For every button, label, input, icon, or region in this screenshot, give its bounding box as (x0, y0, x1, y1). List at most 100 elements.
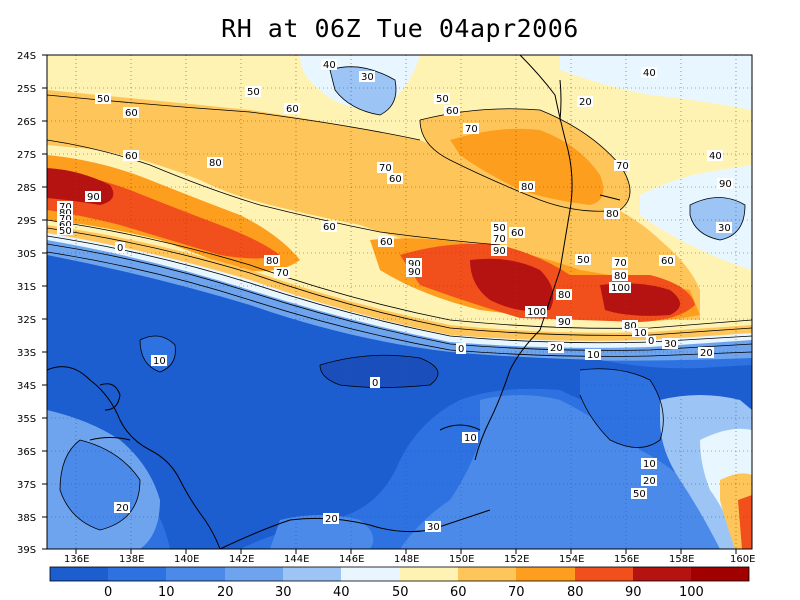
colorbar-swatch (575, 567, 633, 581)
lat-tick-label: 33S (17, 348, 36, 359)
lat-tick-label: 34S (17, 381, 36, 392)
lon-tick-label: 158E (669, 554, 694, 565)
colorbar-swatch (458, 567, 516, 581)
lon-tick-label: 142E (229, 554, 254, 565)
lat-tick-label: 26S (17, 117, 36, 128)
rh-field-20-patch-south (270, 515, 374, 549)
contour-label: 60 (286, 104, 299, 115)
contour-label: 80 (558, 290, 571, 301)
map-title: RH at 06Z Tue 04apr2006 (221, 14, 579, 43)
coast-fragment (559, 79, 562, 121)
contour-label: 20 (700, 348, 713, 359)
colorbar: 0 10 20 30 40 50 60 70 80 90 100 (49, 566, 750, 600)
colorbar-label: 40 (333, 585, 350, 600)
lat-tick-label: 24S (17, 51, 36, 62)
lat-tick-label: 38S (17, 513, 36, 524)
contour-label: 20 (579, 97, 592, 108)
colorbar-swatch (400, 567, 458, 581)
colorbar-label: 30 (275, 585, 292, 600)
colorbar-swatch (283, 567, 341, 581)
coast-fragment-3 (89, 437, 131, 441)
contour-label: 50 (247, 87, 260, 98)
lat-tick-label: 31S (17, 282, 36, 293)
contour-label: 70 (59, 214, 72, 225)
lon-tick-label: 136E (64, 554, 89, 565)
map-frame (46, 54, 753, 550)
contour-label: 90 (558, 317, 571, 328)
colorbar-label: 80 (567, 585, 584, 600)
rh-field-10-south (580, 368, 664, 448)
contour-label: 40 (323, 60, 336, 71)
contour-label: 0 (648, 336, 654, 347)
rh-field-40-northeast (560, 55, 752, 110)
rh-field-70-80 (450, 128, 604, 205)
lat-tick-label: 25S (17, 84, 36, 95)
colorbar-swatch (50, 567, 108, 581)
contour-label: 50 (633, 489, 646, 500)
lat-tick-label: 28S (17, 183, 36, 194)
coast-fragment-2 (439, 424, 481, 431)
lon-tick-label: 146E (339, 554, 364, 565)
contour-label: 0 (372, 378, 378, 389)
lon-tick-label: 140E (174, 554, 199, 565)
contour-label: 20 (550, 343, 563, 354)
contour-label: 20 (116, 503, 129, 514)
rh-gradient-band-3 (47, 240, 752, 361)
contour-label: 60 (389, 174, 402, 185)
contour-label: 60 (59, 220, 72, 231)
rh-field-90-100-center (470, 258, 554, 312)
colorbar-label: 70 (508, 585, 525, 600)
rh-gradient-band-2 (47, 233, 752, 354)
contour-label: 80 (209, 158, 222, 169)
lon-tick-label: 148E (394, 554, 419, 565)
contour-label: 70 (465, 124, 478, 135)
lat-axis: 24S 25S 26S 27S 28S 29S 30S 31S 32S 33S … (17, 51, 47, 556)
coast-south-gulf (46, 366, 221, 550)
colorbar-swatch (516, 567, 575, 581)
contour-label: 0 (117, 243, 123, 254)
contour-label: 90 (408, 259, 421, 270)
lon-tick-label: 152E (504, 554, 529, 565)
contour-label: 90 (87, 192, 100, 203)
colorbar-label: 10 (158, 585, 175, 600)
contour-label: 20 (643, 476, 656, 487)
colorbar-swatch (691, 567, 749, 581)
contour-label: 70 (493, 234, 506, 245)
colorbar-label: 50 (392, 585, 409, 600)
state-boundary-east (474, 54, 573, 461)
contour-label: 60 (446, 106, 459, 117)
colorbar-label: 60 (450, 585, 467, 600)
coast-inlet (99, 383, 121, 411)
rh-field-80-90-southeast (738, 495, 752, 549)
contour-label: 10 (643, 459, 656, 470)
coastline-boundaries (46, 54, 621, 550)
contour-label: 10 (634, 328, 647, 339)
contour-label: 40 (709, 151, 722, 162)
contour-label: 60 (661, 256, 674, 267)
contour-label: 60 (323, 222, 336, 233)
lat-lon-grid (47, 55, 752, 549)
contour-label: 80 (614, 271, 627, 282)
contour-label: 10 (153, 356, 166, 367)
lon-tick-label: 144E (284, 554, 309, 565)
lat-tick-label: 30S (17, 249, 36, 260)
lat-tick-label: 37S (17, 480, 36, 491)
colorbar-swatch (225, 567, 283, 581)
contour-label: 40 (643, 68, 656, 79)
lon-axis: 136E 138E 140E 142E 144E 146E 148E 150E … (64, 549, 755, 565)
contour-label: 70 (614, 258, 627, 269)
rh-field-0-10 (47, 255, 752, 549)
contour-label: 60 (511, 228, 524, 239)
lat-tick-label: 32S (17, 315, 36, 326)
contour-label: 90 (493, 246, 506, 257)
contour-label: 50 (436, 94, 449, 105)
lon-tick-label: 154E (559, 554, 584, 565)
contour-label: 20 (325, 514, 338, 525)
contour-label: 50 (577, 255, 590, 266)
coast-fragment-4 (599, 194, 621, 201)
colorbar-swatch (166, 567, 225, 581)
colorbar-label: 0 (104, 585, 112, 600)
rh-field-0-patch (320, 355, 438, 388)
contour-label-group: 40 30 50 50 60 50 60 70 70 60 80 60 60 8… (57, 59, 733, 533)
